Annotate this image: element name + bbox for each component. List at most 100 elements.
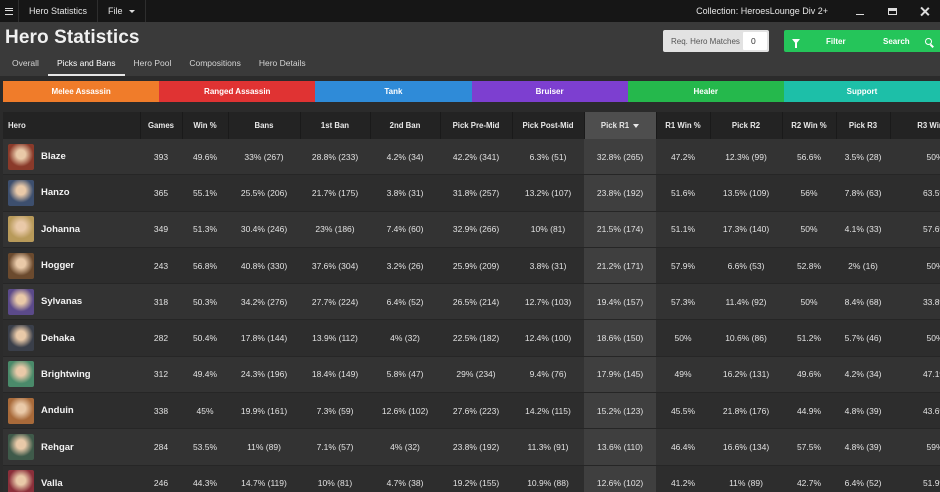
column-header-r1-win-pct[interactable]: R1 Win %: [656, 112, 711, 139]
table-row[interactable]: Valla 246 44.3% 14.7% (119) 10% (81) 4.7% (38…: [3, 465, 940, 492]
tab-compositions[interactable]: Compositions: [189, 58, 241, 68]
hero-name[interactable]: Anduin: [41, 405, 74, 417]
column-header-1st-ban[interactable]: 1st Ban: [300, 112, 371, 139]
column-header-games[interactable]: Games: [140, 112, 183, 139]
table-row[interactable]: Hanzo 365 55.1% 25.5% (206) 21.7% (175) 3.8% …: [3, 174, 940, 212]
table-row[interactable]: Rehgar 284 53.5% 11% (89) 7.1% (57) 4% (32) 23…: [3, 428, 940, 466]
column-header-label: Pick Pre-Mid: [452, 121, 500, 130]
cell-pick-r2: 16.2% (131): [710, 356, 782, 394]
cell-bans: 24.3% (196): [228, 356, 300, 394]
table-row[interactable]: Hogger 243 56.8% 40.8% (330) 37.6% (304) 3.2%…: [3, 247, 940, 285]
column-header-bans[interactable]: Bans: [228, 112, 301, 139]
close-button[interactable]: [908, 0, 940, 22]
file-menu[interactable]: File: [98, 0, 145, 22]
cell-1st-ban: 23% (186): [300, 211, 370, 248]
cell-bans: 25.5% (206): [228, 174, 300, 212]
column-header-label: Win %: [193, 121, 217, 130]
hero-name[interactable]: Hanzo: [41, 187, 70, 199]
cell-pick-r3: 5.7% (46): [836, 319, 890, 357]
cell-win-pct: 44.3%: [182, 465, 228, 492]
role-filter-support[interactable]: Support: [783, 81, 940, 102]
column-header-pick-pre-mid[interactable]: Pick Pre-Mid: [440, 112, 513, 139]
column-header-r2-win-pct[interactable]: R2 Win %: [782, 112, 837, 139]
column-header-pick-r3[interactable]: Pick R3: [836, 112, 891, 139]
filter-button[interactable]: Filter: [784, 30, 869, 52]
column-header-hero[interactable]: Hero: [3, 112, 141, 139]
column-header-pick-r2[interactable]: Pick R2: [710, 112, 783, 139]
table-row[interactable]: Johanna 349 51.3% 30.4% (246) 23% (186) 7.4% …: [3, 211, 940, 248]
role-filter-tank[interactable]: Tank: [315, 81, 472, 102]
cell-pick-r3: 8.4% (68): [836, 283, 890, 321]
cell-r3-win-pct: 33.8%: [890, 283, 940, 321]
tab-overall[interactable]: Overall: [12, 58, 39, 68]
cell-r3-win-pct: 63.5%: [890, 174, 940, 212]
req-hero-matches-field: Req. Hero Matches 0: [663, 30, 769, 52]
role-filter-healer[interactable]: Healer: [627, 81, 784, 102]
cell-1st-ban: 21.7% (175): [300, 174, 370, 212]
table-row[interactable]: Dehaka 282 50.4% 17.8% (144) 13.9% (112) 4% (…: [3, 319, 940, 357]
cell-r1-win-pct: 50%: [656, 319, 710, 357]
cell-bans: 19.9% (161): [228, 392, 300, 430]
cell-2nd-ban: 6.4% (52): [370, 283, 440, 321]
column-header-2nd-ban[interactable]: 2nd Ban: [370, 112, 441, 139]
column-header-win-pct[interactable]: Win %: [182, 112, 229, 139]
cell-pick-r1: 13.6% (110): [584, 428, 656, 466]
cell-r1-win-pct: 51.1%: [656, 211, 710, 248]
tab-hero-details[interactable]: Hero Details: [258, 58, 306, 68]
minimize-button[interactable]: [844, 0, 876, 22]
role-filter-ranged-assassin[interactable]: Ranged Assassin: [159, 81, 316, 102]
cell-pick-post-mid: 10% (81): [512, 211, 584, 248]
tab-hero-pool[interactable]: Hero Pool: [133, 58, 172, 68]
role-filter-melee-assassin[interactable]: Melee Assassin: [3, 81, 160, 102]
cell-pick-pre-mid: 27.6% (223): [440, 392, 512, 430]
maximize-button[interactable]: [876, 0, 908, 22]
cell-pick-r3: 4.1% (33): [836, 211, 890, 248]
hero-name[interactable]: Brightwing: [41, 368, 91, 380]
column-header-pick-post-mid[interactable]: Pick Post-Mid: [512, 112, 585, 139]
cell-r1-win-pct: 57.3%: [656, 283, 710, 321]
hero-portrait: [8, 143, 34, 170]
cell-games: 246: [140, 465, 182, 492]
hero-cell: Sylvanas: [3, 283, 140, 321]
cell-pick-r1: 19.4% (157): [584, 283, 656, 321]
chevron-down-icon: [128, 9, 135, 13]
req-hero-matches-input[interactable]: 0: [743, 32, 767, 50]
cell-r2-win-pct: 51.2%: [782, 319, 836, 357]
hero-name[interactable]: Valla: [41, 477, 63, 489]
table-row[interactable]: Blaze 393 49.6% 33% (267) 28.8% (233) 4.2% (3…: [3, 139, 940, 176]
hero-name[interactable]: Blaze: [41, 151, 66, 163]
cell-pick-r1: 15.2% (123): [584, 392, 656, 430]
cell-1st-ban: 28.8% (233): [300, 139, 370, 176]
cell-pick-r3: 6.4% (52): [836, 465, 890, 492]
hero-portrait: [8, 288, 34, 315]
hero-name[interactable]: Rehgar: [41, 441, 74, 453]
hero-name[interactable]: Hogger: [41, 260, 75, 272]
cell-pick-post-mid: 6.3% (51): [512, 139, 584, 176]
table-row[interactable]: Brightwing 312 49.4% 24.3% (196) 18.4% (149)…: [3, 356, 940, 394]
column-header-pick-r1[interactable]: Pick R1: [584, 112, 657, 139]
search-button[interactable]: Search: [869, 30, 940, 52]
search-button-label: Search: [883, 36, 910, 46]
role-filter-bruiser[interactable]: Bruiser: [471, 81, 628, 102]
collection-label[interactable]: Collection: HeroesLounge Div 2+: [696, 6, 828, 16]
table-row[interactable]: Sylvanas 318 50.3% 34.2% (276) 27.7% (224) 6.…: [3, 283, 940, 321]
cell-pick-pre-mid: 22.5% (182): [440, 319, 512, 357]
cell-win-pct: 49.4%: [182, 356, 228, 394]
hero-cell: Hogger: [3, 247, 140, 285]
cell-pick-pre-mid: 25.9% (209): [440, 247, 512, 285]
cell-2nd-ban: 3.8% (31): [370, 174, 440, 212]
table-row[interactable]: Anduin 338 45% 19.9% (161) 7.3% (59) 12.6% (1…: [3, 392, 940, 430]
cell-r1-win-pct: 47.2%: [656, 139, 710, 176]
cell-bans: 30.4% (246): [228, 211, 300, 248]
column-header-r3-win-pct[interactable]: R3 Win %: [890, 112, 940, 139]
hamburger-menu-icon[interactable]: [0, 0, 18, 22]
hero-name[interactable]: Dehaka: [41, 332, 75, 344]
hero-name[interactable]: Sylvanas: [41, 296, 83, 308]
cell-pick-r2: 13.5% (109): [710, 174, 782, 212]
cell-2nd-ban: 12.6% (102): [370, 392, 440, 430]
cell-1st-ban: 7.3% (59): [300, 392, 370, 430]
tab-picks-and-bans[interactable]: Picks and Bans: [47, 54, 125, 76]
title-bar: Hero Statistics File Collection: HeroesL…: [0, 0, 940, 22]
cell-games: 318: [140, 283, 182, 321]
hero-name[interactable]: Johanna: [41, 223, 81, 235]
